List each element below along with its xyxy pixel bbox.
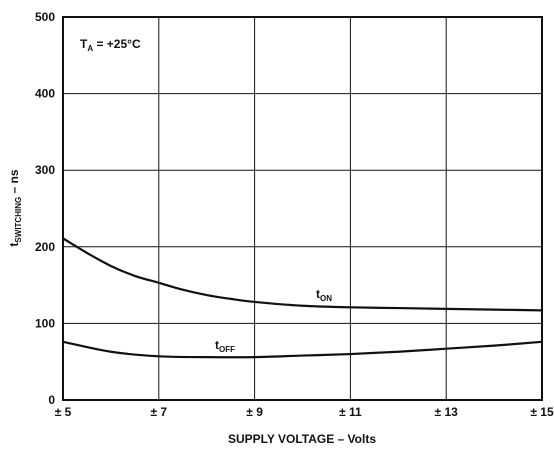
series-label-ton-main: t: [316, 287, 320, 301]
y-axis-title: tSWITCHING – ns: [7, 169, 23, 246]
series-label-ton-sub: ON: [320, 294, 332, 303]
plot-area: [62, 16, 543, 401]
y-axis-title-sub: SWITCHING: [14, 197, 23, 243]
x-tick-label-2: ± 9: [246, 405, 263, 419]
annotation-ta: TA = +25°C: [80, 37, 141, 53]
annotation-tail: = +25°C: [93, 37, 141, 51]
y-axis-title-tail: – ns: [7, 169, 21, 197]
series-line-1: [62, 340, 543, 359]
x-tick-label-3: ± 11: [339, 405, 362, 419]
y-tick-label-1: 100: [35, 316, 55, 330]
tick-labels: ± 5 ± 7 ± 9 ± 11 ± 13 ± 15 0 100 200 300 400 500: [35, 10, 554, 419]
grid-lines: [62, 16, 543, 401]
annotation-main: T: [80, 37, 88, 51]
x-tick-label-1: ± 7: [151, 405, 168, 419]
series-label-toff-sub: OFF: [219, 345, 235, 354]
x-tick-label-0: ± 5: [55, 405, 72, 419]
series-label-toff: tOFF: [215, 338, 235, 354]
x-tick-label-5: ± 15: [530, 405, 554, 419]
y-tick-label-4: 400: [35, 87, 55, 101]
data-series: [62, 237, 543, 359]
series-line-0: [62, 237, 543, 312]
y-tick-label-5: 500: [35, 10, 55, 24]
series-label-toff-main: t: [215, 338, 219, 352]
series-label-ton: tON: [316, 287, 332, 303]
y-tick-label-3: 300: [35, 163, 55, 177]
y-tick-label-0: 0: [48, 393, 55, 407]
y-axis-title-main: t: [7, 243, 21, 247]
annotation-sub: A: [87, 44, 93, 53]
y-tick-label-2: 200: [35, 240, 55, 254]
x-axis-title: SUPPLY VOLTAGE – Volts: [228, 432, 376, 446]
x-tick-label-4: ± 13: [435, 405, 459, 419]
